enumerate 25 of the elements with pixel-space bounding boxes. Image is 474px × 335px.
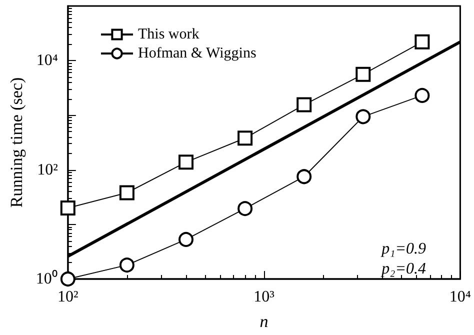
annotation: p₂=0.4: [380, 260, 426, 278]
legend-label: This work: [138, 26, 200, 42]
point: [60, 200, 76, 216]
point: [119, 258, 134, 273]
legend-label: Hofman & Wiggins: [138, 46, 256, 62]
y-axis-title: Running time (sec): [7, 77, 26, 208]
point: [238, 201, 253, 216]
y-tick-label: 10⁴: [36, 52, 58, 70]
x-tick-label: 10²: [58, 288, 78, 306]
y-tick-label: 10⁰: [36, 270, 58, 288]
point: [296, 169, 312, 184]
point: [238, 130, 253, 146]
y-tick-label: 10²: [37, 161, 58, 178]
point: [119, 185, 134, 200]
point: [356, 66, 371, 82]
point: [296, 97, 312, 112]
x-axis-title: n: [260, 312, 268, 331]
point: [414, 34, 430, 50]
point: [356, 109, 371, 124]
x-tick-label: 10³: [254, 288, 275, 306]
annotation: p₁=0.9: [380, 240, 426, 258]
x-tick-label: 10⁴: [449, 288, 472, 306]
point: [414, 88, 430, 103]
point: [178, 232, 194, 247]
point: [178, 154, 194, 170]
